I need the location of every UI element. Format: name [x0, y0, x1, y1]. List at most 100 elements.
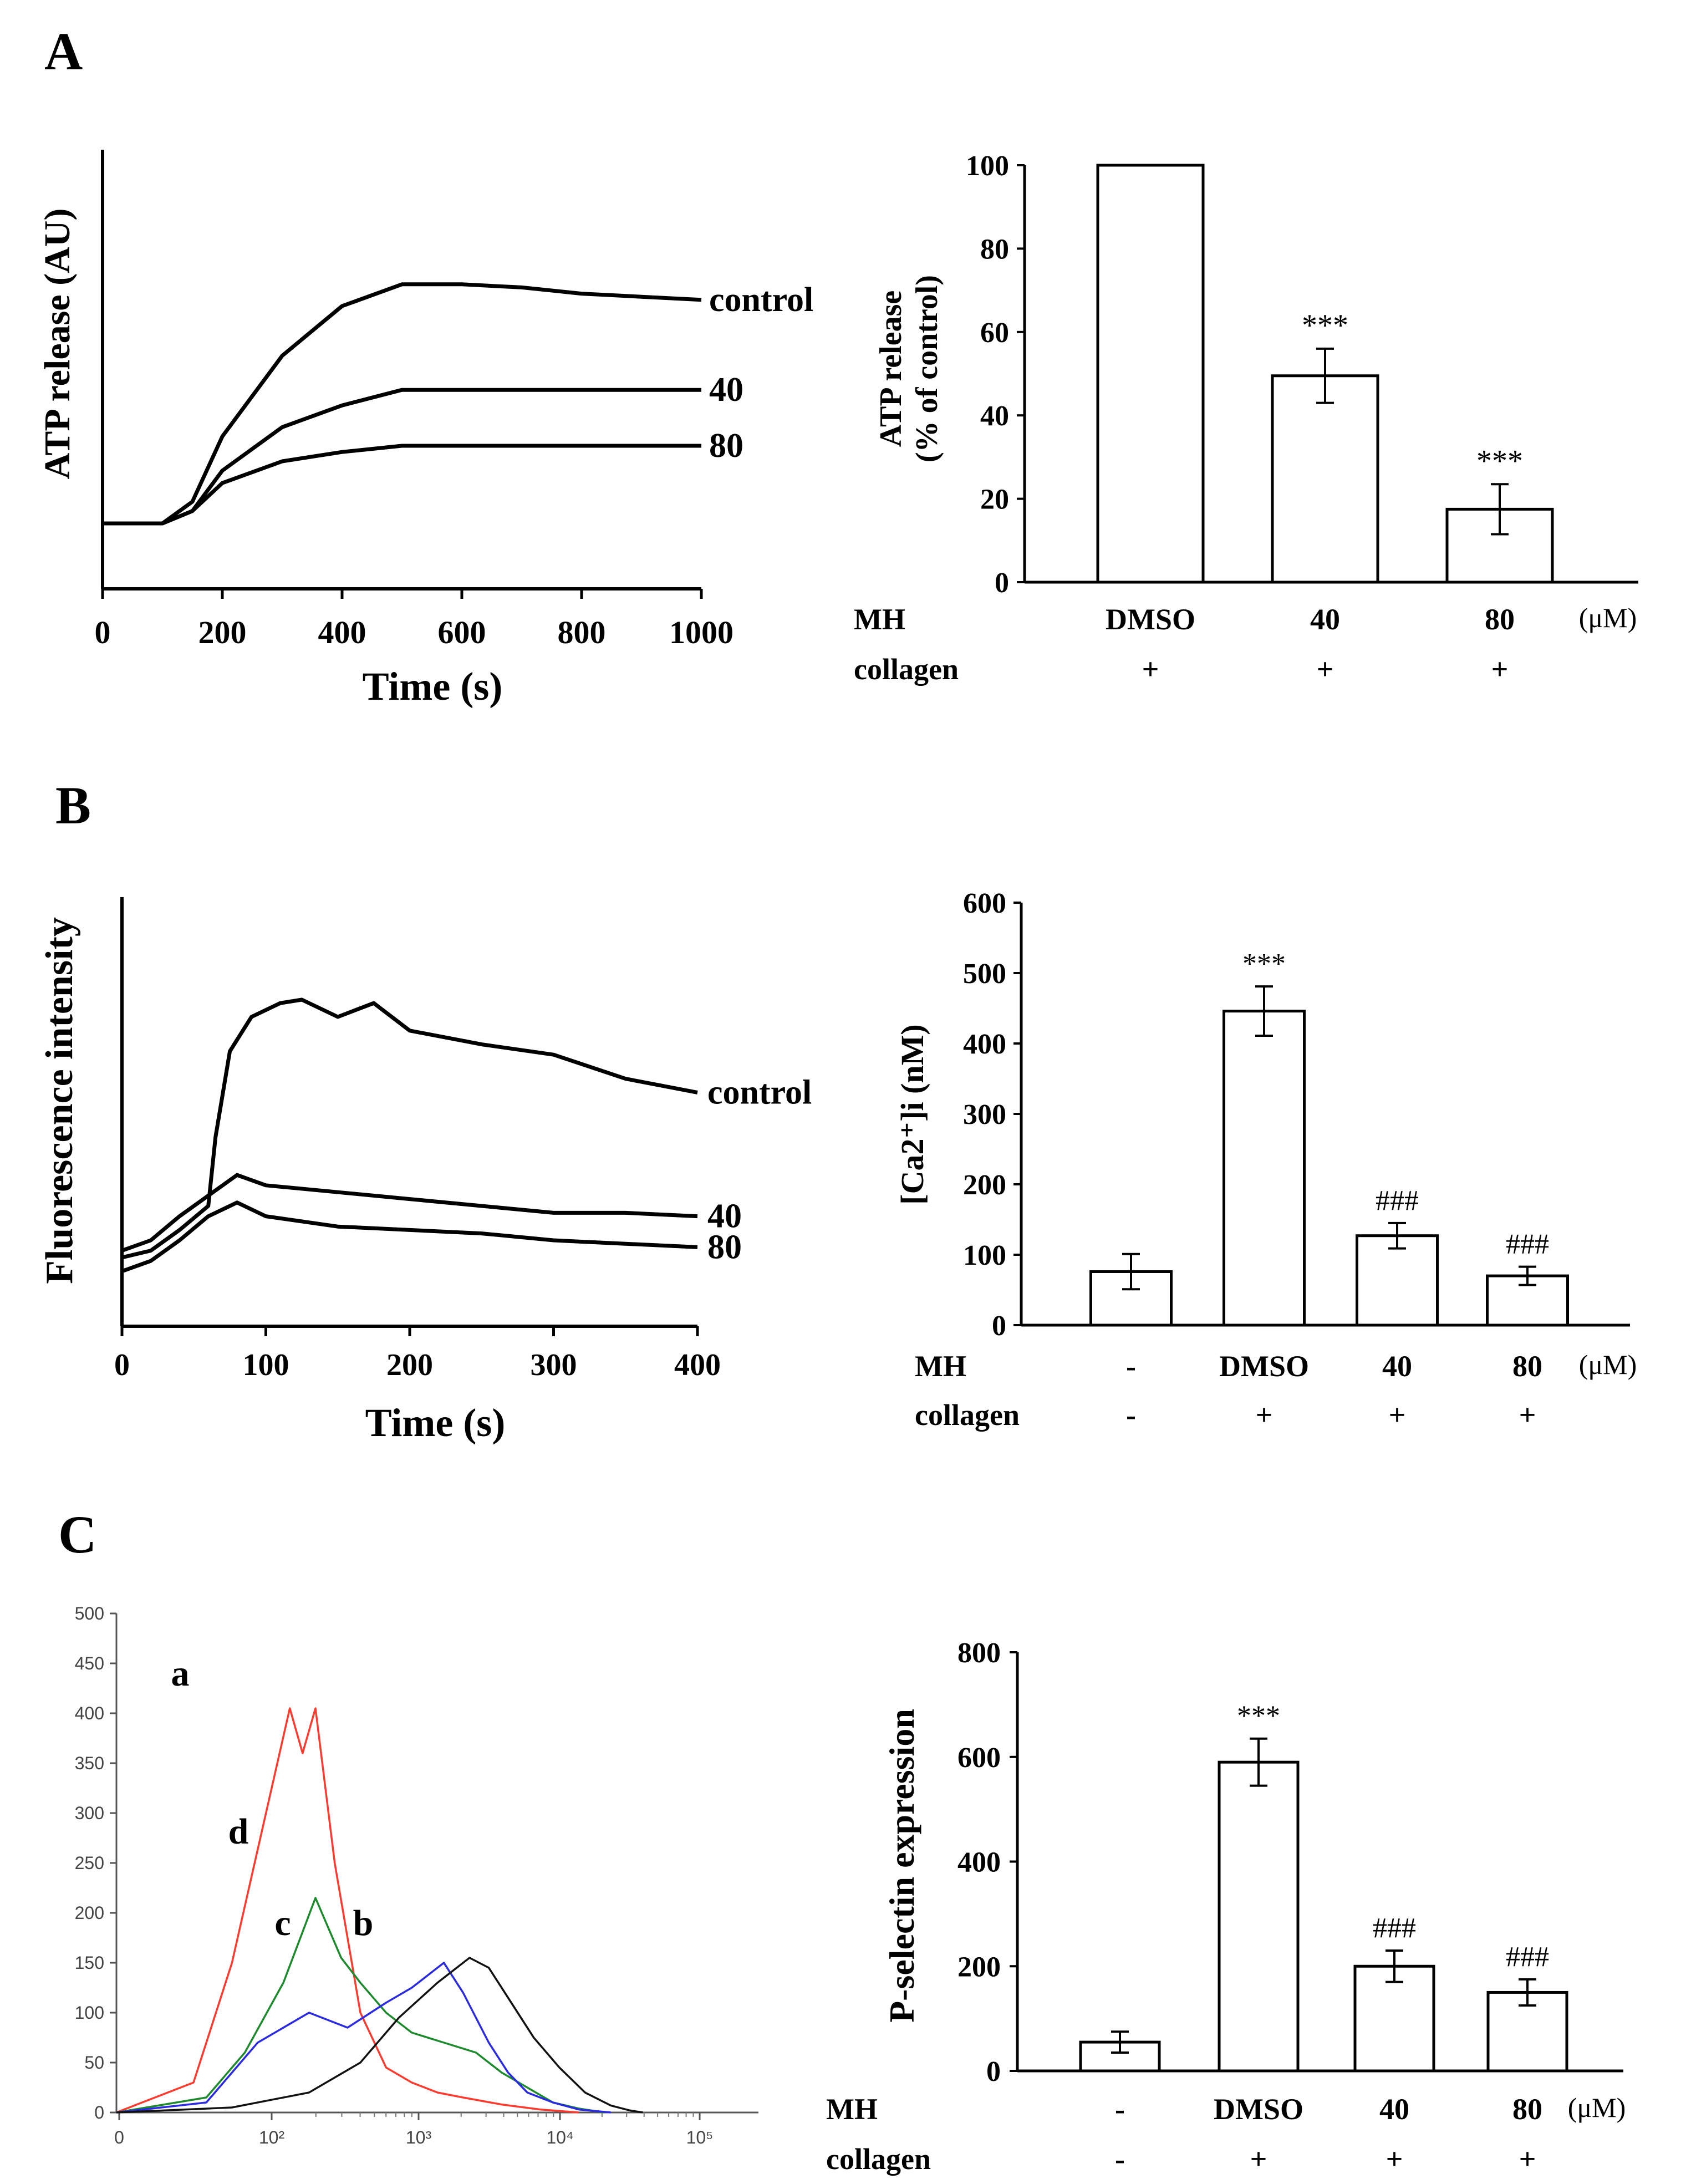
mh-value: DMSO	[1214, 2093, 1303, 2126]
y-axis-label: P-selectin expression	[882, 1709, 921, 2023]
y-tick-label: 0	[992, 1310, 1006, 1342]
y-tick-label: 500	[75, 1603, 104, 1623]
mh-value: 40	[1382, 1350, 1412, 1383]
mh-value: 40	[1379, 2093, 1409, 2126]
series-label-80: 80	[709, 427, 743, 465]
mh-value: 40	[1310, 603, 1340, 636]
y-tick-label: 200	[957, 1951, 1001, 1983]
y-tick-label: 150	[75, 1953, 104, 1973]
series-line-control	[103, 282, 702, 526]
y-tick-label: 100	[963, 1240, 1006, 1271]
significance-mark: ###	[1506, 1229, 1549, 1260]
collagen-value: -	[1126, 1398, 1136, 1432]
x-tick-label: 200	[198, 614, 247, 650]
atp-release-trace-chart: ATP release (AU) Time (s) 0 200 400 600 800 1…	[37, 150, 813, 709]
series-label-40: 40	[709, 371, 743, 409]
x-tick-label: 1000	[669, 614, 734, 650]
y-axis-label: ATP release (AU)	[37, 208, 78, 480]
y-axis-label-line1: ATP release	[874, 291, 908, 447]
series-label-control: control	[707, 1073, 812, 1111]
y-tick-label: 800	[957, 1637, 1001, 1669]
x-tick-label: 10⁵	[686, 2127, 714, 2147]
significance-mark: ***	[1302, 308, 1348, 343]
y-tick-label: 100	[75, 2003, 104, 2023]
y-tick-label: 400	[957, 1847, 1001, 1878]
x-tick-label: 800	[558, 614, 606, 650]
histogram-curve-d	[116, 1897, 605, 2114]
series-line-80	[103, 444, 701, 526]
panel-label-c: C	[58, 1505, 96, 1564]
significance-mark: ###	[1373, 1912, 1416, 1944]
bar-DMSO	[1223, 1010, 1306, 1327]
y-tick-label: 80	[980, 233, 1009, 265]
y-tick-label: 400	[75, 1703, 104, 1723]
y-tick-label: 100	[966, 150, 1009, 182]
x-tick-label: 0	[114, 2127, 124, 2147]
y-tick-label: 0	[995, 567, 1009, 599]
collagen-value: +	[1519, 1398, 1536, 1432]
y-tick-label: 20	[980, 484, 1009, 516]
y-axis-label: Fluorescence intensity	[38, 917, 81, 1284]
series-label-40: 40	[707, 1198, 742, 1235]
mh-value: 80	[1485, 603, 1515, 636]
y-tick-label: 0	[94, 2102, 104, 2122]
p-selectin-bar-chart: P-selectin expression 0 200 400 600 800 *** #…	[826, 1637, 1626, 2176]
y-tick-label: 600	[957, 1742, 1001, 1774]
histogram-curve-c	[116, 1962, 611, 2114]
significance-mark: ###	[1506, 1941, 1549, 1973]
panel-label-a: A	[44, 22, 83, 81]
row-label-collagen: collagen	[915, 1398, 1020, 1432]
x-tick-label: 400	[318, 614, 366, 650]
y-tick-label: 300	[75, 1803, 104, 1823]
significance-mark: ***	[1476, 444, 1523, 478]
x-tick-label: 200	[386, 1348, 433, 1382]
mh-value: DMSO	[1106, 603, 1195, 636]
x-axis-label: Time (s)	[363, 664, 503, 709]
collagen-value: +	[1491, 653, 1509, 686]
y-tick-label: 500	[963, 958, 1006, 990]
x-axis-label: Time (s)	[365, 1401, 506, 1445]
bar-40	[1356, 1234, 1439, 1327]
series-line-80	[121, 1200, 698, 1274]
histogram-curve-b	[116, 1957, 643, 2114]
y-tick-label: 300	[963, 1099, 1006, 1131]
p-selectin-histogram: 0 50 100 150 200 250 300 350 400 450 500 0 10² 10³ 10…	[75, 1603, 758, 2147]
collagen-value: +	[1386, 2142, 1403, 2176]
collagen-value: +	[1389, 1398, 1406, 1432]
y-tick-label: 450	[75, 1653, 104, 1673]
y-tick-label: 250	[75, 1853, 104, 1873]
x-tick-label: 10³	[406, 2127, 432, 2147]
row-label-collagen: collagen	[854, 653, 959, 686]
collagen-value: +	[1317, 653, 1334, 686]
row-label-mh: MH	[915, 1350, 966, 1383]
y-tick-label: 40	[980, 400, 1009, 432]
collagen-value: -	[1115, 2142, 1125, 2176]
row-label-mh: MH	[854, 603, 905, 636]
collagen-value: +	[1256, 1398, 1273, 1432]
calcium-bar-chart: [Ca2⁺]i (nM) 0 100 200 300 400 500 600 *** ### #…	[894, 888, 1637, 1432]
significance-mark: ###	[1376, 1185, 1419, 1216]
y-axis-label: [Ca2⁺]i (nM)	[894, 1024, 930, 1204]
curve-label-c: c	[274, 1903, 291, 1943]
mh-value: -	[1115, 2093, 1125, 2126]
y-tick-label: 50	[84, 2053, 104, 2073]
curve-label-a: a	[171, 1653, 190, 1694]
y-tick-label: 400	[963, 1029, 1006, 1060]
mh-value: -	[1126, 1350, 1136, 1383]
y-tick-label: 600	[963, 888, 1006, 919]
collagen-value: +	[1519, 2142, 1536, 2176]
unit-label: (μM)	[1579, 1349, 1637, 1380]
unit-label: (μM)	[1568, 2092, 1626, 2123]
row-label-collagen: collagen	[826, 2142, 931, 2176]
y-tick-label: 60	[980, 317, 1009, 349]
x-tick-label: 300	[531, 1348, 577, 1382]
series-label-control: control	[709, 281, 813, 319]
mh-value: 80	[1512, 2093, 1542, 2126]
series-line-control	[121, 997, 698, 1260]
curve-label-d: d	[228, 1811, 249, 1852]
significance-mark: ***	[1237, 1701, 1280, 1732]
y-tick-label: 350	[75, 1753, 104, 1773]
y-tick-label: 200	[75, 1903, 104, 1923]
x-tick-label: 400	[674, 1348, 721, 1382]
